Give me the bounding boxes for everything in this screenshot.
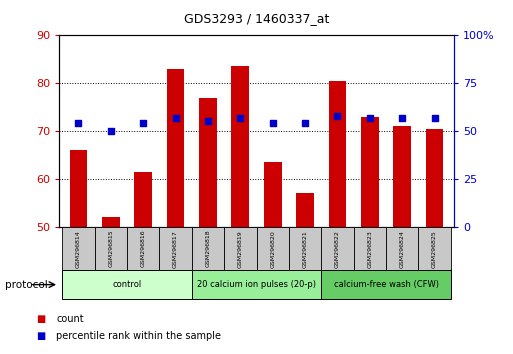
Bar (167, 69, 185, 227)
Point (269, 120, 277, 126)
Point (430, 115, 439, 120)
Bar (393, 126, 411, 227)
Bar (199, 97, 217, 227)
Text: control: control (112, 280, 142, 289)
Text: GSM296822: GSM296822 (335, 230, 340, 268)
Text: calcium-free wash (CFW): calcium-free wash (CFW) (333, 280, 439, 289)
FancyBboxPatch shape (94, 227, 127, 271)
Bar (426, 129, 443, 227)
FancyBboxPatch shape (62, 227, 94, 271)
Bar (70, 150, 87, 227)
Point (107, 128, 115, 134)
Point (171, 115, 180, 120)
Point (398, 115, 406, 120)
FancyBboxPatch shape (62, 270, 192, 299)
Text: 20 calcium ion pulses (20-p): 20 calcium ion pulses (20-p) (197, 280, 316, 289)
Text: ■: ■ (36, 331, 45, 341)
Text: GSM296820: GSM296820 (270, 230, 275, 268)
Text: GSM296825: GSM296825 (432, 230, 437, 268)
Bar (296, 193, 314, 227)
Point (301, 120, 309, 126)
Point (236, 115, 244, 120)
Text: GSM296814: GSM296814 (76, 230, 81, 268)
FancyBboxPatch shape (289, 227, 321, 271)
Point (204, 119, 212, 124)
Text: GSM296817: GSM296817 (173, 230, 178, 268)
Point (74, 120, 83, 126)
Bar (134, 172, 152, 227)
Bar (328, 81, 346, 227)
Bar (264, 162, 282, 227)
Bar (231, 67, 249, 227)
Point (139, 120, 147, 126)
Point (333, 113, 342, 119)
FancyBboxPatch shape (386, 227, 419, 271)
Text: ■: ■ (36, 314, 45, 324)
Text: percentile rank within the sample: percentile rank within the sample (56, 331, 222, 341)
Text: GSM296824: GSM296824 (400, 230, 405, 268)
Text: GSM296816: GSM296816 (141, 230, 146, 268)
FancyBboxPatch shape (321, 270, 451, 299)
FancyBboxPatch shape (353, 227, 386, 271)
Text: GSM296815: GSM296815 (108, 230, 113, 268)
Text: GDS3293 / 1460337_at: GDS3293 / 1460337_at (184, 12, 329, 25)
Text: GSM296821: GSM296821 (303, 230, 308, 268)
FancyBboxPatch shape (192, 270, 321, 299)
Text: GSM296819: GSM296819 (238, 230, 243, 268)
Bar (102, 217, 120, 227)
Text: protocol: protocol (5, 280, 48, 290)
FancyBboxPatch shape (192, 227, 224, 271)
Text: GSM296818: GSM296818 (205, 230, 210, 268)
FancyBboxPatch shape (224, 227, 256, 271)
FancyBboxPatch shape (160, 227, 192, 271)
Text: count: count (56, 314, 84, 324)
Point (366, 115, 374, 120)
FancyBboxPatch shape (419, 227, 451, 271)
Bar (361, 116, 379, 227)
FancyBboxPatch shape (256, 227, 289, 271)
FancyBboxPatch shape (321, 227, 353, 271)
Text: GSM296823: GSM296823 (367, 230, 372, 268)
FancyBboxPatch shape (127, 227, 160, 271)
